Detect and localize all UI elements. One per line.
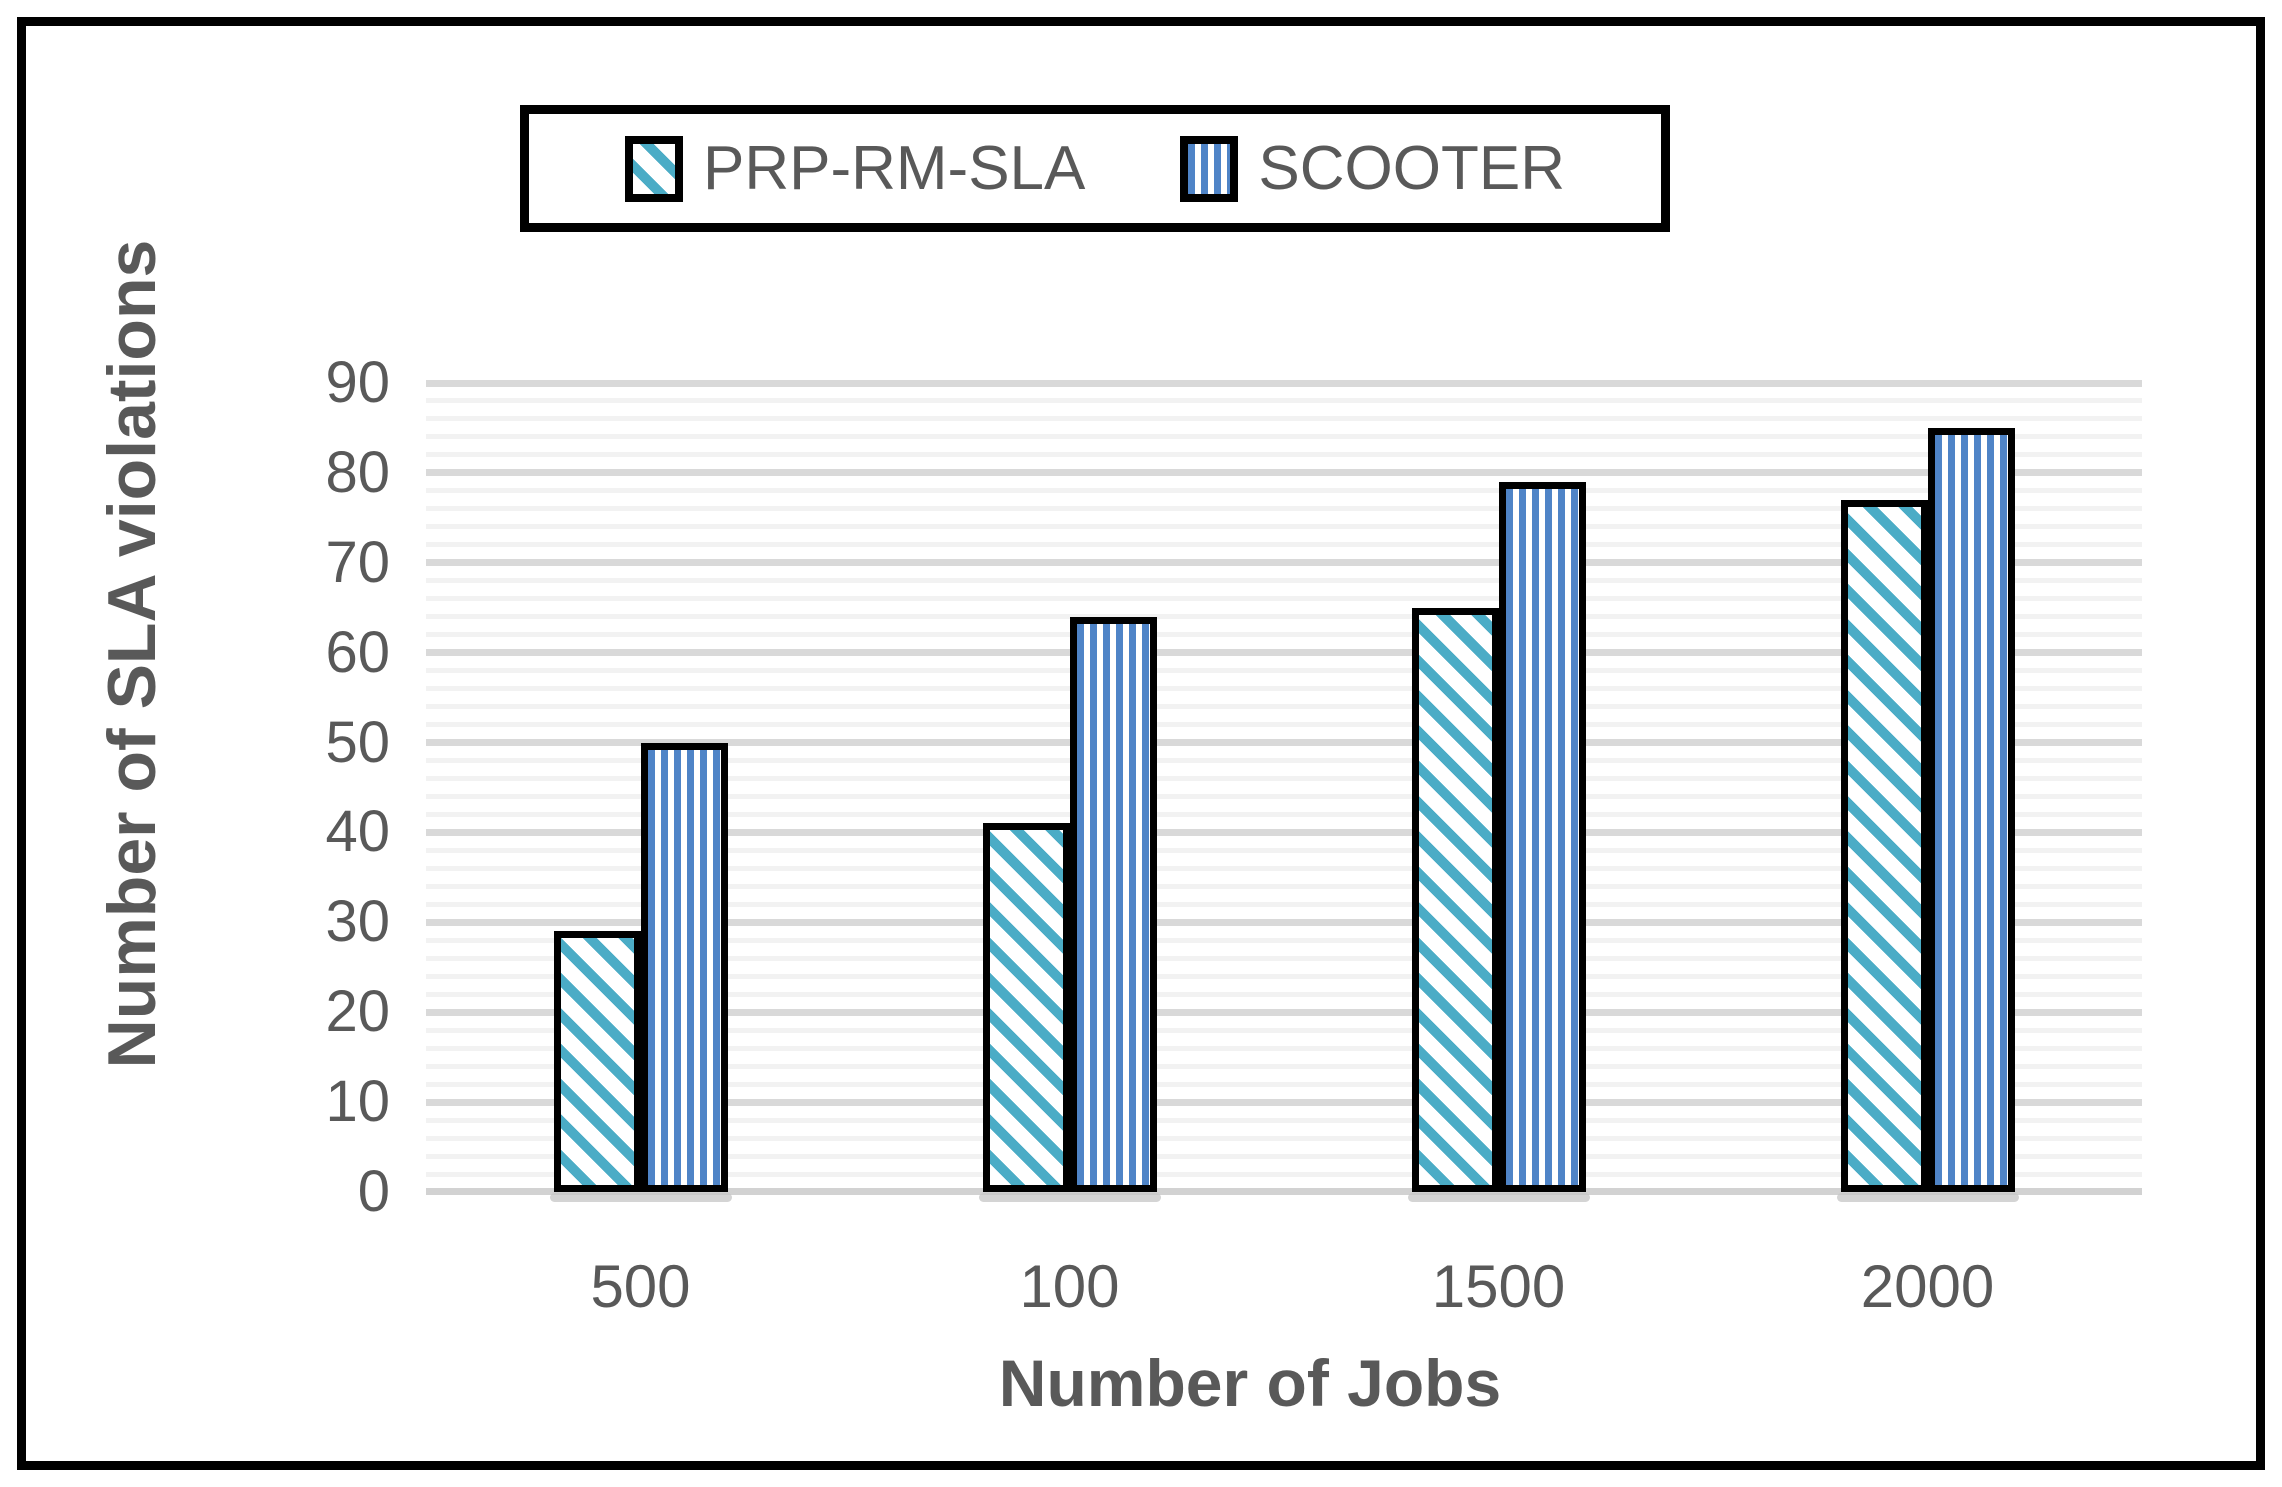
x-tick-label: 1500 — [1431, 1253, 1566, 1320]
bar-scooter — [1927, 428, 2015, 1192]
x-tick-label: 2000 — [1860, 1253, 1995, 1320]
major-gridline — [426, 828, 2142, 836]
minor-gridline — [426, 452, 2142, 458]
minor-gridline — [426, 973, 2142, 979]
minor-gridline — [426, 811, 2142, 817]
major-gridline — [426, 1098, 2142, 1106]
x-axis-line — [426, 1188, 2142, 1195]
minor-gridline — [426, 865, 2142, 871]
minor-gridline — [426, 1027, 2142, 1033]
minor-gridline — [426, 1171, 2142, 1177]
x-tick-label: 500 — [590, 1253, 691, 1320]
legend-swatch-prp-rm-sla — [625, 135, 683, 202]
minor-gridline — [426, 668, 2142, 674]
minor-gridline — [426, 1117, 2142, 1123]
y-tick-label: 80 — [325, 439, 390, 505]
minor-gridline — [426, 722, 2142, 728]
major-gridline — [426, 649, 2142, 657]
plot-area — [426, 379, 2142, 1202]
bar-prp-rm-sla — [982, 823, 1070, 1192]
y-tick-label: 60 — [325, 619, 390, 685]
y-tick-label: 90 — [325, 350, 390, 415]
bar-base-shadow — [1407, 1193, 1590, 1202]
major-gridline — [426, 559, 2142, 567]
y-tick-label: 20 — [325, 979, 390, 1045]
minor-gridline — [426, 1135, 2142, 1141]
minor-gridline — [426, 416, 2142, 422]
minor-gridline — [426, 506, 2142, 512]
x-axis-title: Number of Jobs — [998, 1346, 1502, 1420]
y-tick-label: 40 — [325, 799, 390, 865]
bar-prp-rm-sla — [1411, 608, 1499, 1192]
minor-gridline — [426, 883, 2142, 889]
bar-scooter — [1498, 482, 1586, 1192]
minor-gridline — [426, 937, 2142, 943]
y-tick-label: 50 — [325, 709, 390, 775]
minor-gridline — [426, 1081, 2142, 1087]
minor-gridline — [426, 542, 2142, 548]
bar-base-shadow — [978, 1193, 1161, 1202]
minor-gridline — [426, 614, 2142, 620]
bar-base-shadow — [549, 1193, 732, 1202]
legend-label: SCOOTER — [1258, 133, 1565, 203]
minor-gridline — [426, 1063, 2142, 1069]
minor-gridline — [426, 578, 2142, 584]
minor-gridline — [426, 847, 2142, 853]
minor-gridline — [426, 901, 2142, 907]
y-tick-label: 70 — [325, 529, 390, 595]
legend-swatch-scooter — [1180, 135, 1239, 202]
y-tick-label: 0 — [357, 1159, 390, 1224]
major-gridline — [426, 1008, 2142, 1016]
major-gridline — [426, 918, 2142, 926]
legend-label: PRP-RM-SLA — [703, 133, 1086, 203]
major-gridline — [426, 469, 2142, 477]
minor-gridline — [426, 686, 2142, 692]
legend-entry: SCOOTER — [1180, 133, 1565, 203]
minor-gridline — [426, 524, 2142, 530]
minor-gridline — [426, 1153, 2142, 1159]
y-tick-label: 30 — [325, 889, 390, 955]
minor-gridline — [426, 758, 2142, 764]
bar-prp-rm-sla — [553, 931, 641, 1192]
legend-entry: PRP-RM-SLA — [625, 133, 1086, 203]
minor-gridline — [426, 955, 2142, 961]
bar-scooter — [640, 743, 728, 1192]
bar-prp-rm-sla — [1840, 500, 1928, 1192]
y-tick-label: 10 — [325, 1069, 390, 1135]
minor-gridline — [426, 434, 2142, 440]
bar-base-shadow — [1836, 1193, 2019, 1202]
major-gridline — [426, 379, 2142, 387]
major-gridline — [426, 739, 2142, 747]
minor-gridline — [426, 632, 2142, 638]
minor-gridline — [426, 398, 2142, 404]
minor-gridline — [426, 596, 2142, 602]
legend: PRP-RM-SLA SCOOTER — [520, 105, 1670, 232]
minor-gridline — [426, 704, 2142, 710]
minor-gridline — [426, 776, 2142, 782]
minor-gridline — [426, 794, 2142, 799]
minor-gridline — [426, 991, 2142, 997]
bar-scooter — [1069, 617, 1157, 1192]
minor-gridline — [426, 488, 2142, 494]
x-tick-label: 100 — [1019, 1253, 1120, 1320]
minor-gridline — [426, 1045, 2142, 1051]
